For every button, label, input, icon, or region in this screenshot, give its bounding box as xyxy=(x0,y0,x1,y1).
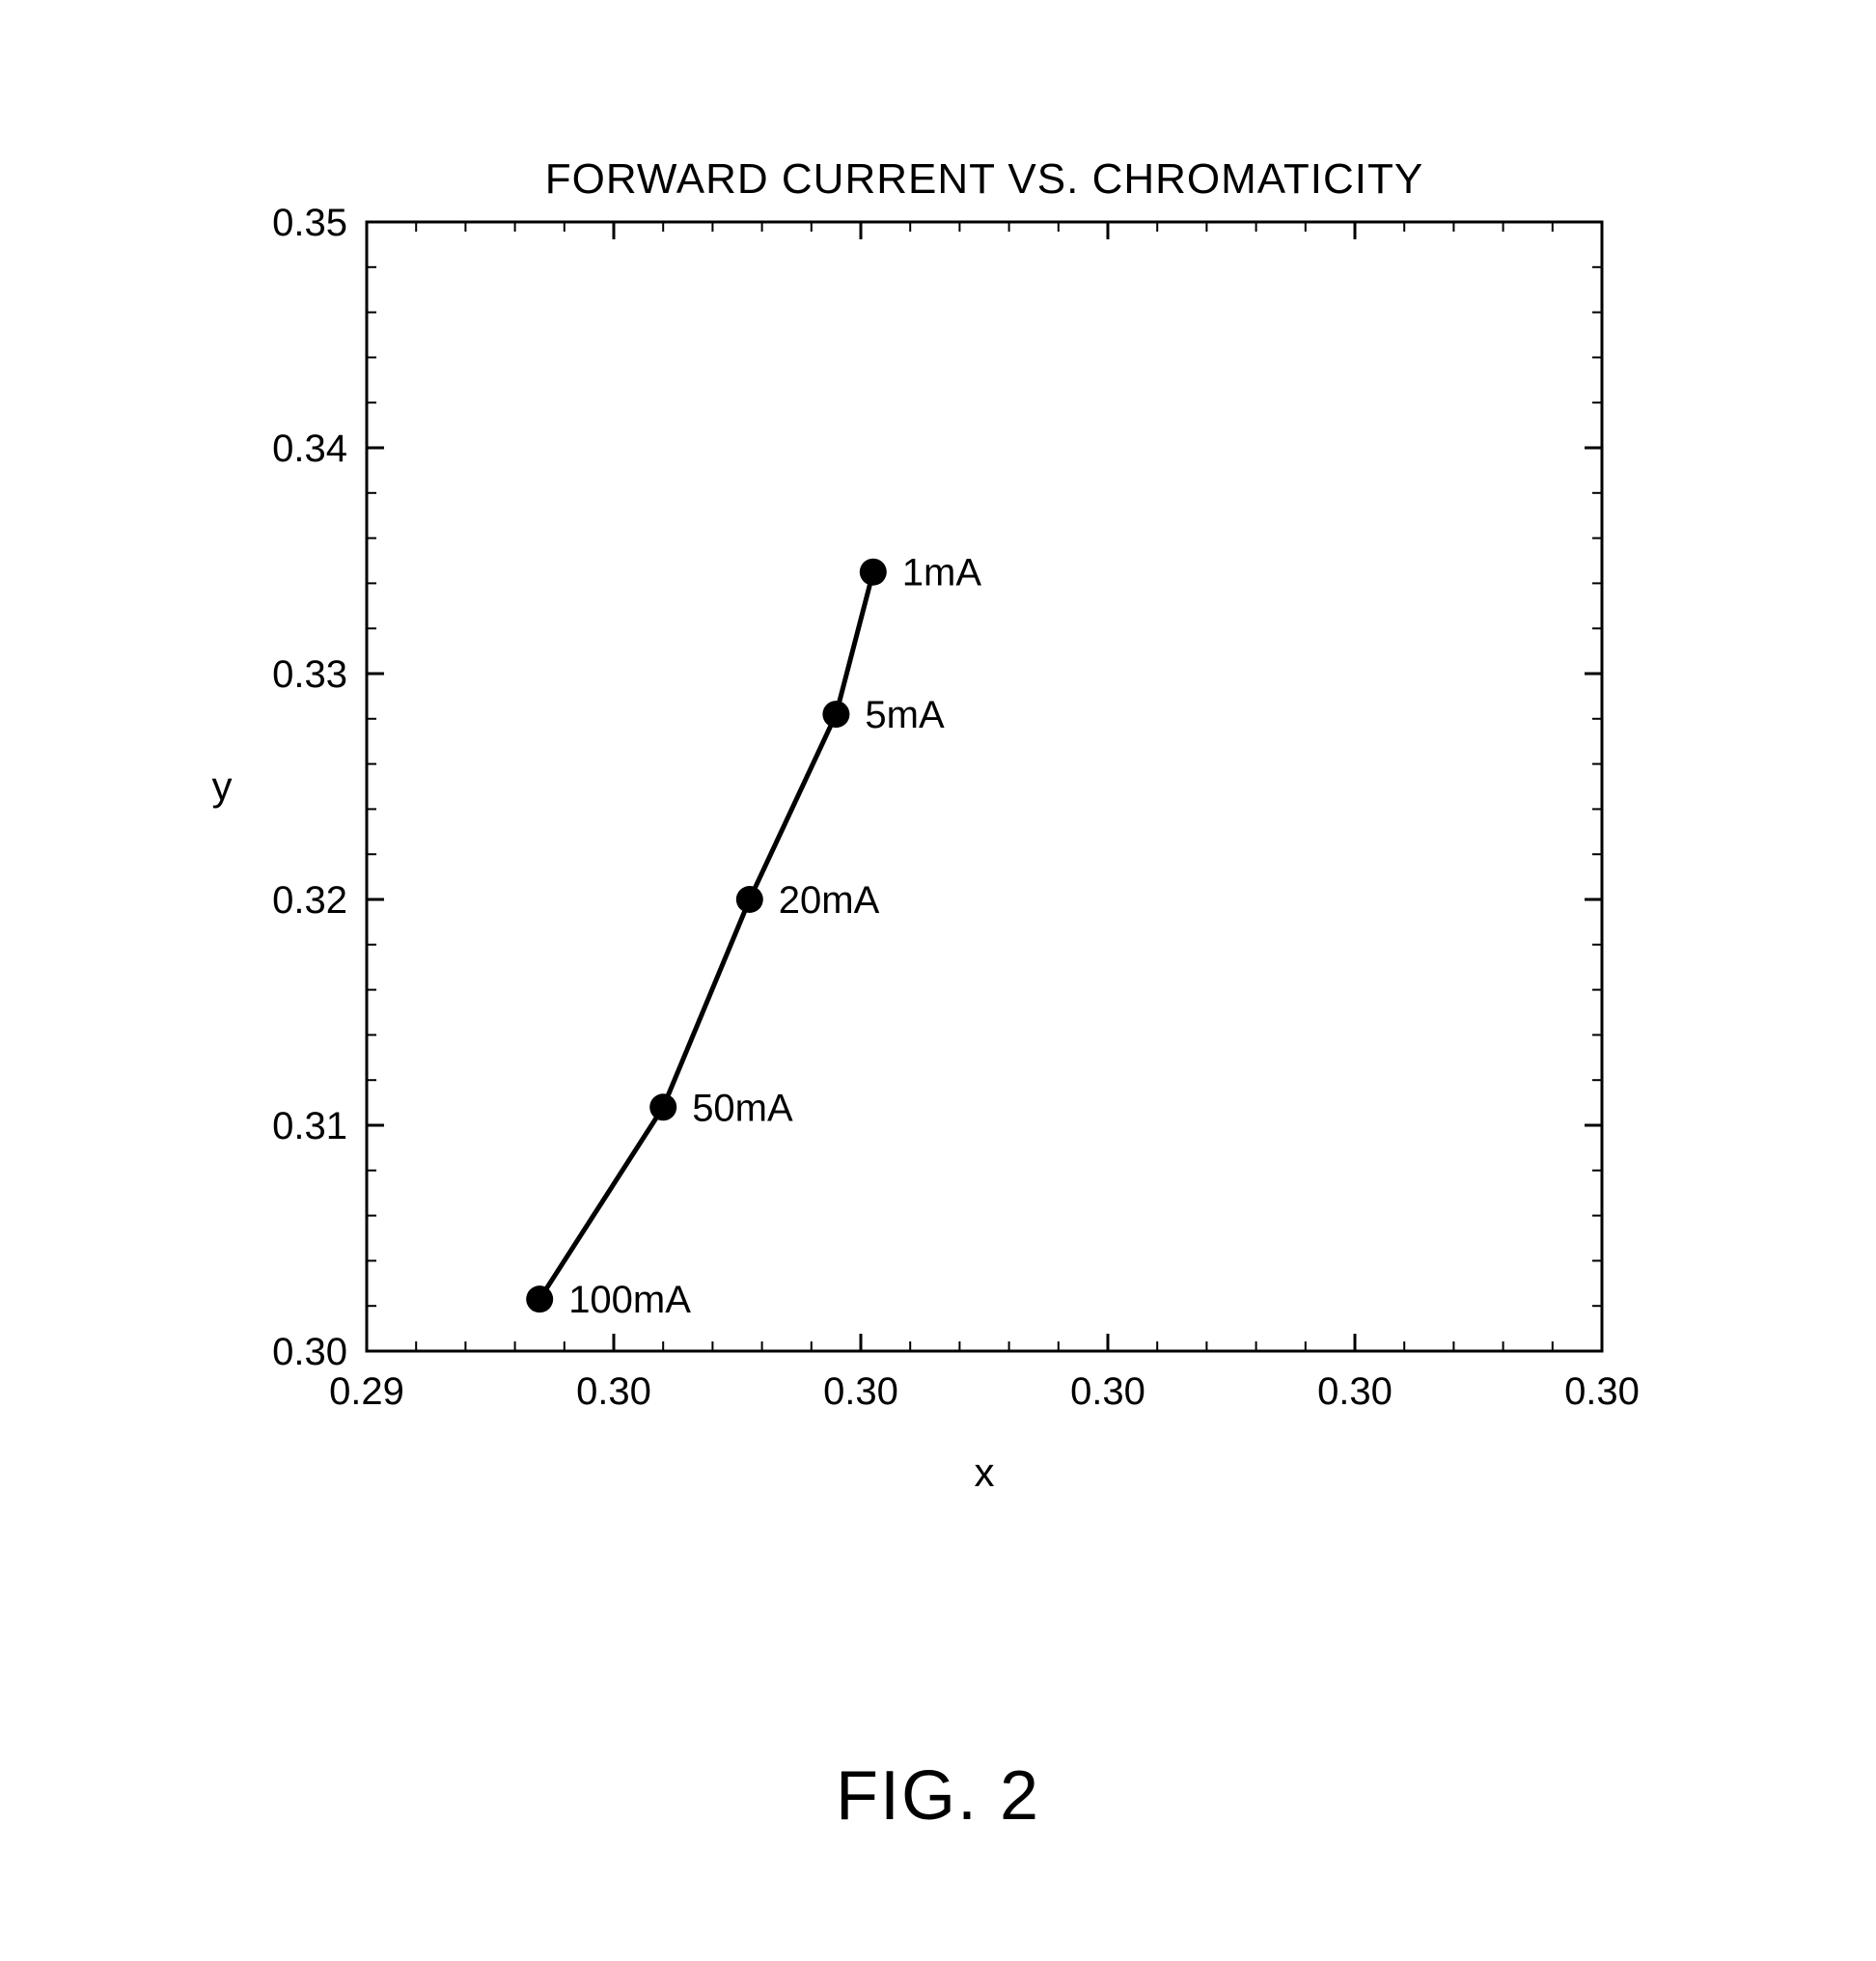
data-point xyxy=(649,1093,676,1120)
x-tick-label: 0.30 xyxy=(1070,1370,1145,1413)
x-tick-label: 0.29 xyxy=(329,1370,404,1413)
data-point xyxy=(526,1285,553,1312)
x-tick-label: 0.30 xyxy=(1317,1370,1393,1413)
y-tick-label: 0.35 xyxy=(272,202,347,244)
chart-container: FORWARD CURRENT VS. CHROMATICITY0.290.30… xyxy=(193,135,1683,1602)
data-point-label: 50mA xyxy=(692,1087,793,1129)
chromaticity-chart: FORWARD CURRENT VS. CHROMATICITY0.290.30… xyxy=(193,135,1683,1602)
y-axis-label: y xyxy=(212,763,233,809)
data-point-label: 100mA xyxy=(568,1279,691,1321)
x-tick-label: 0.30 xyxy=(576,1370,651,1413)
x-tick-label: 0.30 xyxy=(1564,1370,1640,1413)
data-point xyxy=(736,886,763,913)
plot-border xyxy=(367,222,1602,1351)
y-tick-label: 0.30 xyxy=(272,1331,347,1373)
x-axis-label: x xyxy=(975,1450,995,1495)
data-point xyxy=(860,559,887,586)
data-point-label: 5mA xyxy=(865,694,945,736)
data-point xyxy=(822,701,849,728)
data-point-label: 1mA xyxy=(902,552,982,594)
chart-title: FORWARD CURRENT VS. CHROMATICITY xyxy=(545,155,1423,203)
x-tick-label: 0.30 xyxy=(823,1370,898,1413)
page: FORWARD CURRENT VS. CHROMATICITY0.290.30… xyxy=(0,0,1876,1961)
y-tick-label: 0.34 xyxy=(272,428,347,470)
y-tick-label: 0.33 xyxy=(272,653,347,696)
y-tick-label: 0.32 xyxy=(272,879,347,922)
figure-label: FIG. 2 xyxy=(0,1756,1876,1836)
data-point-label: 20mA xyxy=(779,879,880,922)
y-tick-label: 0.31 xyxy=(272,1105,347,1147)
